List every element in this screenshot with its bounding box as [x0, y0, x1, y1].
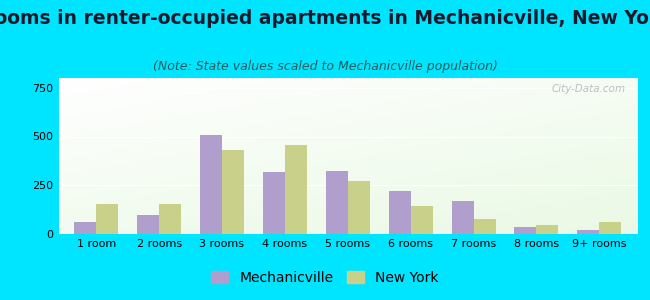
Legend: Mechanicville, New York: Mechanicville, New York: [206, 265, 444, 290]
Bar: [159, 204, 181, 234]
Bar: [473, 219, 495, 234]
Bar: [452, 201, 473, 234]
Bar: [411, 206, 433, 234]
Bar: [599, 222, 621, 234]
Bar: [577, 230, 599, 234]
Text: City-Data.com: City-Data.com: [551, 84, 625, 94]
Bar: [326, 171, 348, 234]
Bar: [200, 134, 222, 234]
Bar: [389, 191, 411, 234]
Text: Rooms in renter-occupied apartments in Mechanicville, New York: Rooms in renter-occupied apartments in M…: [0, 9, 650, 28]
Bar: [263, 172, 285, 234]
Bar: [222, 150, 244, 234]
Bar: [348, 181, 370, 234]
Bar: [74, 222, 96, 234]
Bar: [137, 215, 159, 234]
Bar: [96, 204, 118, 234]
Bar: [514, 227, 536, 234]
Bar: [536, 225, 558, 234]
Bar: [285, 145, 307, 234]
Text: (Note: State values scaled to Mechanicville population): (Note: State values scaled to Mechanicvi…: [153, 60, 497, 73]
